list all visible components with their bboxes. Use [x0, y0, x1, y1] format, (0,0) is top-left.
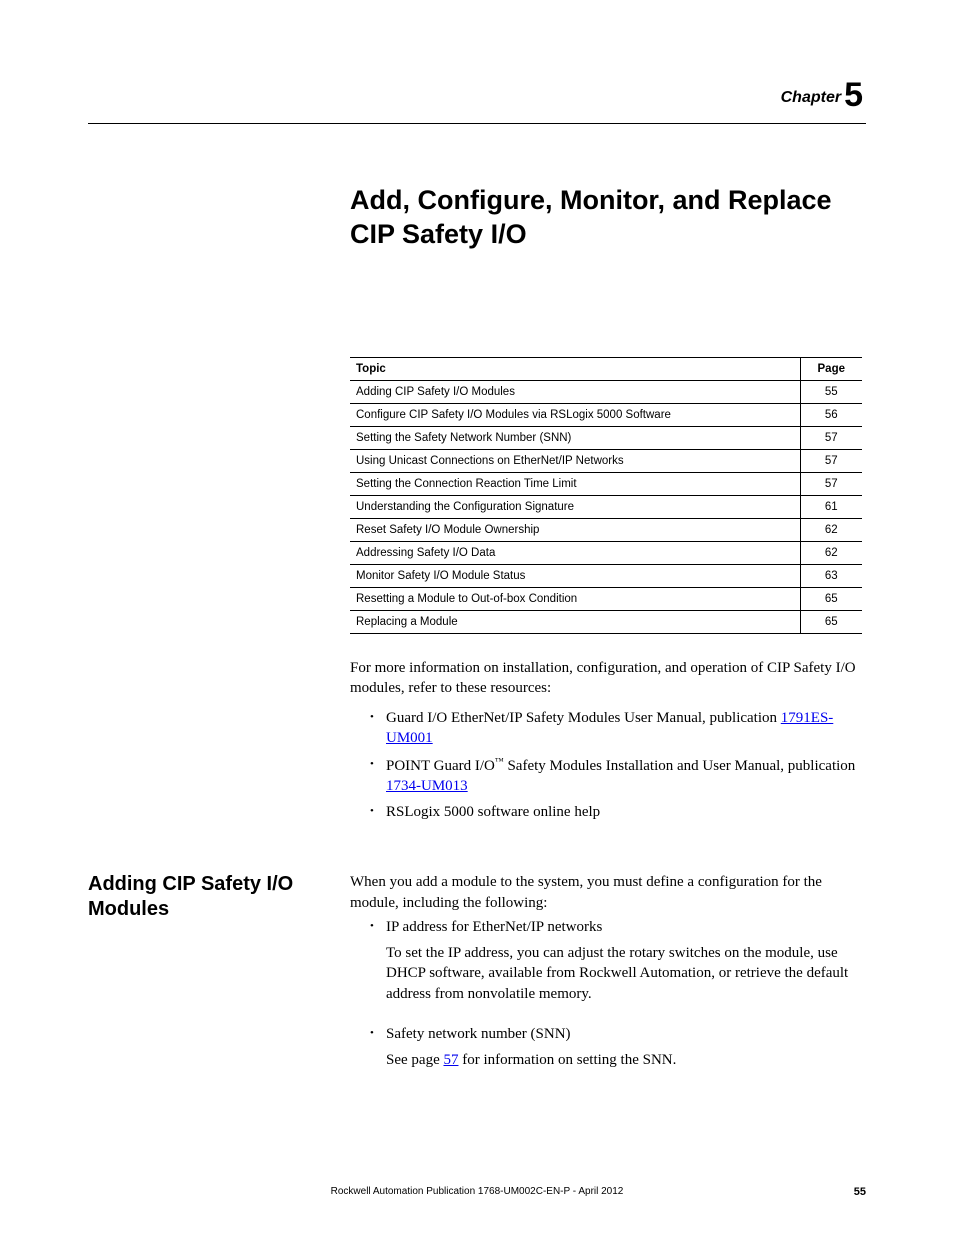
table-row: Setting the Connection Reaction Time Lim… — [350, 472, 862, 495]
toc-page: 62 — [800, 541, 862, 564]
intro-paragraph: For more information on installation, co… — [350, 658, 866, 699]
toc-page: 55 — [800, 380, 862, 403]
resource-text: Safety Modules Installation and User Man… — [504, 758, 856, 774]
table-row: Adding CIP Safety I/O Modules55 — [350, 380, 862, 403]
toc-page: 65 — [800, 587, 862, 610]
toc-page: 61 — [800, 495, 862, 518]
toc-page: 57 — [800, 426, 862, 449]
bullet-title: Safety network number (SNN) — [386, 1026, 571, 1042]
section-heading: Adding CIP Safety I/O Modules — [88, 872, 350, 922]
toc-page: 65 — [800, 610, 862, 633]
toc-topic: Understanding the Configuration Signatur… — [350, 495, 800, 518]
toc-header-row: Topic Page — [350, 357, 862, 380]
footer-publication: Rockwell Automation Publication 1768-UM0… — [331, 1186, 624, 1197]
see-page-pre: See page — [386, 1052, 443, 1068]
chapter-rule — [88, 123, 866, 124]
toc-table: Topic Page Adding CIP Safety I/O Modules… — [350, 357, 862, 634]
chapter-label: Chapter5 — [88, 76, 863, 115]
list-item: POINT Guard I/O™ Safety Modules Installa… — [350, 755, 866, 797]
list-item: RSLogix 5000 software online help — [350, 802, 866, 822]
section-adding-modules: Adding CIP Safety I/O Modules When you a… — [88, 872, 866, 1090]
resource-text: POINT Guard I/O — [386, 758, 495, 774]
toc-topic: Setting the Connection Reaction Time Lim… — [350, 472, 800, 495]
list-item: Guard I/O EtherNet/IP Safety Modules Use… — [350, 708, 866, 749]
resources-list: Guard I/O EtherNet/IP Safety Modules Use… — [350, 708, 866, 822]
table-row: Resetting a Module to Out-of-box Conditi… — [350, 587, 862, 610]
toc-page: 57 — [800, 449, 862, 472]
section-lead: When you add a module to the system, you… — [350, 872, 866, 913]
toc-topic: Addressing Safety I/O Data — [350, 541, 800, 564]
table-row: Replacing a Module65 — [350, 610, 862, 633]
toc-header-topic: Topic — [350, 357, 800, 380]
toc-topic: Adding CIP Safety I/O Modules — [350, 380, 800, 403]
bullet-body: See page 57 for information on setting t… — [386, 1050, 866, 1070]
table-row: Using Unicast Connections on EtherNet/IP… — [350, 449, 862, 472]
toc-topic: Monitor Safety I/O Module Status — [350, 564, 800, 587]
chapter-number: 5 — [844, 76, 863, 114]
bullet-body: To set the IP address, you can adjust th… — [386, 943, 866, 1004]
page-footer: Rockwell Automation Publication 1768-UM0… — [88, 1186, 866, 1197]
config-list: IP address for EtherNet/IP networks To s… — [350, 917, 866, 1071]
toc-topic: Resetting a Module to Out-of-box Conditi… — [350, 587, 800, 610]
bullet-title: IP address for EtherNet/IP networks — [386, 919, 602, 935]
table-row: Addressing Safety I/O Data62 — [350, 541, 862, 564]
page-link[interactable]: 57 — [443, 1052, 458, 1068]
chapter-word: Chapter — [781, 89, 841, 106]
table-row: Setting the Safety Network Number (SNN)5… — [350, 426, 862, 449]
toc-page: 62 — [800, 518, 862, 541]
resource-text: RSLogix 5000 software online help — [386, 804, 600, 820]
trademark: ™ — [495, 756, 504, 766]
toc-header-page: Page — [800, 357, 862, 380]
toc-page: 63 — [800, 564, 862, 587]
table-row: Configure CIP Safety I/O Modules via RSL… — [350, 403, 862, 426]
section-body: When you add a module to the system, you… — [350, 872, 866, 1090]
toc-page: 57 — [800, 472, 862, 495]
toc-topic: Setting the Safety Network Number (SNN) — [350, 426, 800, 449]
table-row: Monitor Safety I/O Module Status63 — [350, 564, 862, 587]
toc-topic: Reset Safety I/O Module Ownership — [350, 518, 800, 541]
toc-topic: Using Unicast Connections on EtherNet/IP… — [350, 449, 800, 472]
table-row: Understanding the Configuration Signatur… — [350, 495, 862, 518]
list-item: IP address for EtherNet/IP networks To s… — [350, 917, 866, 1004]
resource-text: Guard I/O EtherNet/IP Safety Modules Use… — [386, 710, 781, 726]
list-item: Safety network number (SNN) See page 57 … — [350, 1024, 866, 1071]
see-page-post: for information on setting the SNN. — [458, 1052, 676, 1068]
table-row: Reset Safety I/O Module Ownership62 — [350, 518, 862, 541]
publication-link[interactable]: 1734-UM013 — [386, 778, 468, 794]
page-title: Add, Configure, Monitor, and Replace CIP… — [350, 184, 866, 252]
toc-page: 56 — [800, 403, 862, 426]
toc-topic: Configure CIP Safety I/O Modules via RSL… — [350, 403, 800, 426]
footer-page-number: 55 — [854, 1186, 866, 1198]
toc-topic: Replacing a Module — [350, 610, 800, 633]
